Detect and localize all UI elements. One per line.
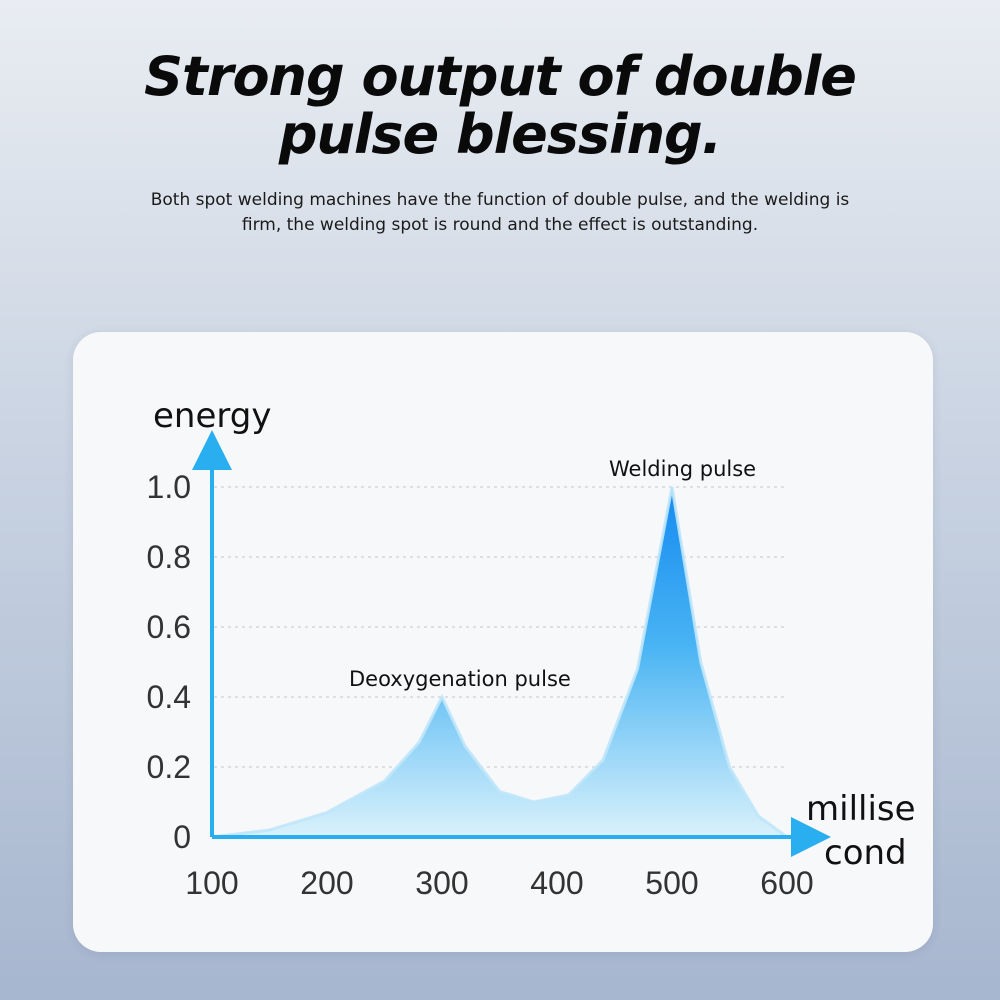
- x-tick-label: 300: [415, 865, 468, 901]
- x-tick-label: 200: [300, 865, 353, 901]
- chart-card: 0 0.2 0.4 0.6 0.8 1.0 100 200 300 400 500 600 energy…: [73, 332, 933, 952]
- x-axis-label-line1: millise: [806, 789, 916, 829]
- x-tick-label: 500: [645, 865, 698, 901]
- page-title: Strong output of double pulse blessing.: [0, 48, 1000, 164]
- y-tick-label: 0.2: [147, 749, 191, 785]
- x-axis-label-line2: cond: [824, 833, 907, 873]
- energy-chart: 0 0.2 0.4 0.6 0.8 1.0 100 200 300 400 500 600 energy…: [147, 396, 916, 901]
- y-tick-label: 0.6: [147, 609, 191, 645]
- energy-line: [211, 486, 788, 839]
- annotation-welding: Welding pulse: [609, 457, 756, 481]
- y-tick-label: 1.0: [147, 469, 191, 505]
- annotation-deoxygenation: Deoxygenation pulse: [349, 667, 571, 691]
- y-tick-label: 0: [173, 819, 191, 855]
- y-tick-label: 0.8: [147, 539, 191, 575]
- description-text: Both spot welding machines have the func…: [150, 190, 850, 235]
- y-axis-label: energy: [153, 396, 271, 436]
- y-tick-label: 0.4: [147, 679, 191, 715]
- x-tick-label: 600: [760, 865, 813, 901]
- x-tick-label: 400: [530, 865, 583, 901]
- energy-area: [212, 487, 787, 837]
- x-tick-label: 100: [185, 865, 238, 901]
- title-line-1: Strong output of double: [144, 45, 857, 108]
- title-line-2: pulse blessing.: [278, 103, 722, 166]
